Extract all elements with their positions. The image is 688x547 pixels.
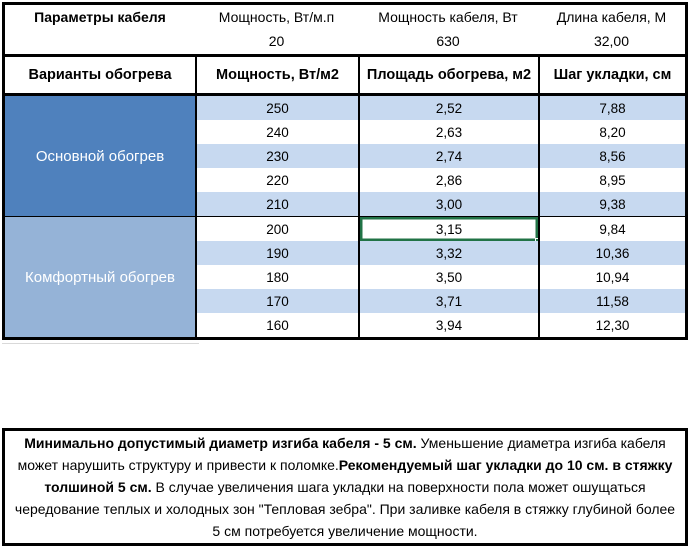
cable-parameters-table: Параметры кабеля Мощность, Вт/м.п Мощнос… — [2, 2, 688, 340]
cell-step[interactable]: 8,20 — [538, 120, 685, 144]
fill-handle[interactable] — [535, 238, 538, 241]
note-segment: Уменьшение диаметра изгиба кабеля может … — [17, 435, 666, 473]
selected-cell[interactable]: 3,15 — [358, 217, 538, 241]
cell-area[interactable]: 2,63 — [358, 120, 538, 144]
cell-step[interactable]: 8,95 — [538, 168, 685, 192]
cell-area[interactable]: 3,50 — [358, 265, 538, 289]
cell-power[interactable]: 160 — [195, 313, 358, 337]
param-value-power-per-m[interactable]: 20 — [268, 33, 285, 49]
param-value-cable-length[interactable]: 32,00 — [593, 33, 630, 49]
column-header-variants[interactable]: Варианты обогрева — [28, 67, 172, 83]
cell-power[interactable]: 250 — [195, 96, 358, 120]
cell-step[interactable]: 10,36 — [538, 241, 685, 265]
cell-area[interactable]: 3,71 — [358, 289, 538, 313]
cell-power[interactable]: 210 — [195, 192, 358, 216]
cell-power[interactable]: 240 — [195, 120, 358, 144]
note-segment-bold: Минимально допустимый диаметр изгиба каб… — [24, 435, 417, 451]
cell-area[interactable]: 2,52 — [358, 96, 538, 120]
note-segment-bold: Рекомендуемый шаг укладки до 10 см. в ст… — [44, 457, 673, 495]
cell-power[interactable]: 230 — [195, 144, 358, 168]
param-empty-cell[interactable] — [5, 28, 195, 54]
gridline-artifact — [2, 343, 199, 344]
cell-step[interactable]: 9,38 — [538, 192, 685, 216]
cell-step[interactable]: 11,58 — [538, 289, 685, 313]
cell-area[interactable]: 3,32 — [358, 241, 538, 265]
param-label-cable-length[interactable]: Длина кабеля, М — [556, 8, 667, 25]
cell-power[interactable]: 220 — [195, 168, 358, 192]
section-main-heating: Основной обогрев 250 2,52 7,88 240 2,63 … — [5, 96, 685, 216]
param-label-power-per-m[interactable]: Мощность, Вт/м.п — [218, 8, 335, 25]
cell-power[interactable]: 200 — [195, 217, 358, 241]
table-header-row: Варианты обогрева Мощность, Вт/м2 Площад… — [5, 57, 685, 96]
cell-step[interactable]: 10,94 — [538, 265, 685, 289]
column-header-step[interactable]: Шаг укладки, см — [538, 57, 685, 93]
cell-area[interactable]: 2,74 — [358, 144, 538, 168]
column-header-area[interactable]: Площадь обогрева, м2 — [358, 57, 538, 93]
section-label-main-heating[interactable]: Основной обогрев — [5, 96, 195, 216]
note-block[interactable]: Минимально допустимый диаметр изгиба каб… — [2, 428, 688, 546]
cable-params-block: Параметры кабеля Мощность, Вт/м.п Мощнос… — [5, 5, 685, 57]
param-value-cable-power[interactable]: 630 — [436, 33, 460, 49]
cell-step[interactable]: 12,30 — [538, 313, 685, 337]
cell-area[interactable]: 3,94 — [358, 313, 538, 337]
param-label-cable-power[interactable]: Мощность кабеля, Вт — [378, 8, 518, 25]
section-comfort-heating: Комфортный обогрев 200 3,15 9,84 190 3,3… — [5, 216, 685, 337]
section-label-comfort-heating[interactable]: Комфортный обогрев — [5, 217, 195, 337]
cell-area[interactable]: 2,86 — [358, 168, 538, 192]
cell-power[interactable]: 180 — [195, 265, 358, 289]
cell-step[interactable]: 7,88 — [538, 96, 685, 120]
cell-power[interactable]: 190 — [195, 241, 358, 265]
cell-step[interactable]: 9,84 — [538, 217, 685, 241]
cell-step[interactable]: 8,56 — [538, 144, 685, 168]
column-header-power[interactable]: Мощность, Вт/м2 — [195, 57, 358, 93]
cell-area[interactable]: 3,00 — [358, 192, 538, 216]
params-title[interactable]: Параметры кабеля — [34, 8, 166, 25]
cell-power[interactable]: 170 — [195, 289, 358, 313]
note-segment: В случае увеличения шага укладки на пове… — [14, 479, 676, 539]
